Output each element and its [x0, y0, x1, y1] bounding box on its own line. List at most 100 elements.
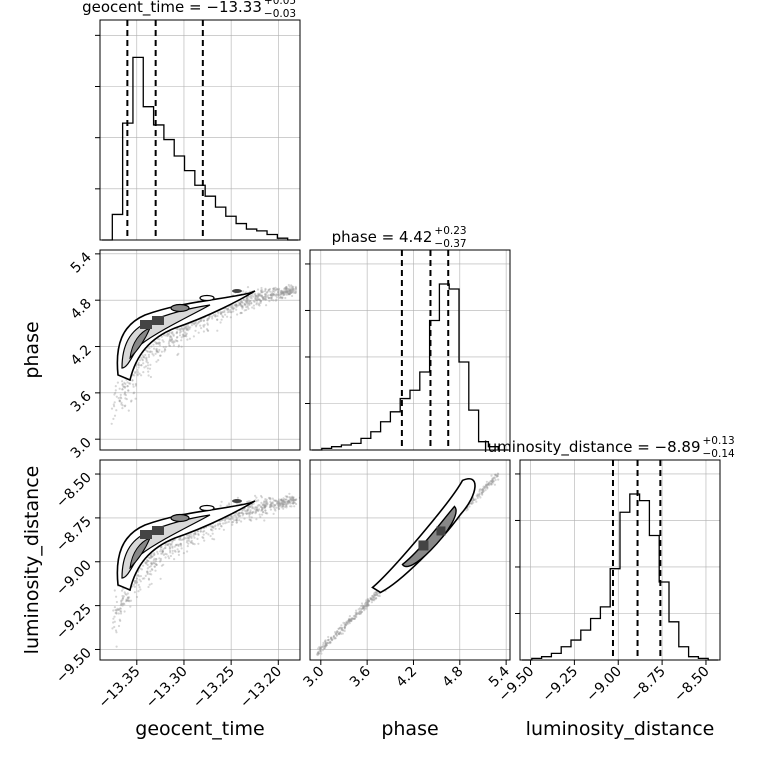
scatter-point: [286, 495, 289, 499]
title-main: phase = 4.42: [332, 228, 433, 246]
scatter-point: [168, 340, 171, 343]
scatter-point: [261, 513, 264, 516]
scatter-point: [277, 289, 280, 292]
scatter-point: [180, 336, 183, 339]
scatter-point: [289, 502, 292, 505]
scatter-point: [184, 333, 188, 336]
scatter-point: [286, 290, 289, 293]
scatter-point: [195, 324, 198, 327]
scatter-point: [476, 493, 479, 496]
scatter-point: [123, 603, 126, 606]
scatter-point: [273, 504, 276, 507]
y-tick-label: −8.50: [53, 470, 95, 512]
scatter-point: [184, 537, 187, 540]
scatter-point: [273, 504, 276, 507]
scatter-point: [154, 562, 157, 565]
scatter-point: [256, 506, 259, 509]
scatter-point: [255, 303, 258, 306]
scatter-point: [211, 532, 214, 535]
scatter-point: [149, 556, 153, 559]
scatter-point: [127, 599, 130, 603]
scatter-point: [121, 380, 124, 383]
scatter-point: [369, 596, 372, 600]
scatter-point: [294, 285, 297, 288]
scatter-point: [190, 539, 193, 543]
scatter-point: [373, 592, 376, 595]
scatter-point: [271, 295, 274, 298]
scatter-point: [319, 649, 322, 653]
scatter-point: [150, 562, 153, 565]
contour-inner: [170, 303, 190, 313]
scatter-point: [206, 319, 209, 322]
scatter-point: [142, 362, 145, 365]
scatter-point: [153, 565, 156, 568]
scatter-point: [133, 391, 136, 394]
scatter-point: [228, 310, 231, 313]
scatter-point: [485, 486, 489, 489]
scatter-point: [322, 645, 325, 648]
scatter-point: [263, 501, 266, 504]
scatter-point: [152, 561, 155, 564]
scatter-point: [258, 508, 261, 511]
scatter-point: [153, 340, 156, 343]
scatter-point: [347, 619, 350, 622]
scatter-point: [181, 327, 184, 330]
scatter-point: [288, 292, 291, 295]
scatter-point: [163, 347, 166, 351]
scatter-point: [281, 291, 284, 295]
scatter-point: [121, 598, 124, 601]
scatter-point: [375, 591, 378, 594]
scatter-point: [266, 512, 269, 515]
scatter-point: [262, 297, 265, 300]
scatter-point: [160, 545, 163, 549]
scatter-point: [251, 506, 255, 509]
scatter-point: [485, 480, 488, 483]
scatter-point: [239, 515, 242, 518]
scatter-point: [172, 344, 175, 347]
scatter-point: [122, 595, 125, 598]
scatter-point: [270, 504, 273, 507]
scatter-point: [479, 496, 482, 499]
scatter-point: [247, 302, 250, 305]
scatter-point: [223, 309, 226, 312]
scatter-point: [260, 299, 263, 303]
scatter-point: [168, 332, 171, 335]
scatter-point: [161, 339, 164, 342]
scatter-point: [338, 632, 341, 635]
scatter-point: [260, 505, 263, 508]
hist-frame: [99, 19, 301, 241]
scatter-point: [110, 407, 114, 410]
scatter-point: [146, 350, 149, 353]
scatter-point: [163, 334, 166, 337]
scatter-point: [494, 473, 497, 476]
scatter-point: [321, 645, 324, 648]
scatter-point: [246, 304, 249, 307]
scatter-point: [124, 394, 127, 397]
scatter-point: [481, 488, 485, 491]
scatter-point: [260, 294, 263, 297]
scatter-point: [177, 538, 181, 541]
scatter-point: [159, 354, 162, 357]
scatter-point: [252, 295, 255, 298]
scatter-point: [340, 628, 343, 632]
scatter-point: [269, 498, 272, 501]
scatter-point: [366, 602, 369, 605]
scatter-point: [219, 312, 222, 315]
x-tick-label: −9.00: [583, 664, 625, 706]
scatter-point: [247, 298, 250, 301]
scatter-point: [168, 344, 171, 347]
scatter-point: [264, 511, 267, 514]
scatter-point: [134, 370, 137, 373]
scatter-point: [283, 291, 286, 294]
scatter-point: [159, 550, 162, 553]
scatter-point: [246, 500, 249, 503]
scatter-point: [357, 611, 360, 615]
scatter-point: [366, 599, 369, 603]
scatter-point: [154, 558, 158, 561]
scatter-point: [196, 530, 199, 533]
scatter-point: [285, 289, 288, 292]
scatter-point: [255, 302, 258, 305]
scatter-point: [486, 484, 489, 487]
scatter-point: [144, 365, 148, 368]
scatter-point: [118, 618, 121, 621]
